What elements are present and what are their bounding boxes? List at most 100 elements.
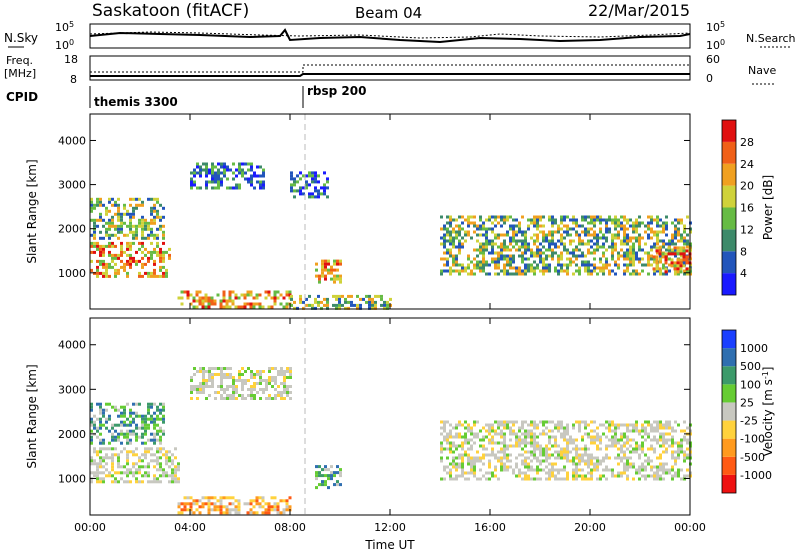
colorbar-tick-label: 500	[740, 360, 761, 373]
station-title: Saskatoon (fitACF)	[92, 1, 249, 21]
colorbar-tick-label: 20	[740, 180, 754, 193]
freq-right-top: 60	[706, 53, 720, 66]
colorbar-tick-label: -1000	[740, 469, 772, 482]
noise-left-top: 105	[55, 20, 74, 34]
noise-right-top: 105	[706, 20, 725, 34]
x-tick-label: 00:00	[674, 521, 706, 534]
colorbar-title: Velocity [m s-1]	[761, 367, 775, 457]
colorbar-tick-label: 100	[740, 378, 761, 391]
echo-region-8	[652, 246, 692, 274]
y-tick-label: 2000	[58, 428, 86, 441]
colorbar-segment	[722, 251, 736, 274]
nave-label: Nave	[748, 64, 776, 77]
freq-left-bottom: 8	[70, 73, 77, 86]
colorbar-tick-label: -25	[740, 415, 758, 428]
echo-region-3	[190, 162, 265, 190]
x-tick-label: 00:00	[74, 521, 106, 534]
x-tick-label: 12:00	[374, 521, 406, 534]
date-title: 22/Mar/2015	[588, 1, 690, 20]
x-tick-label: 16:00	[474, 521, 506, 534]
y-tick-label: 4000	[58, 134, 86, 147]
y-tick-label: 1000	[58, 267, 86, 280]
colorbar-tick-label: -100	[740, 433, 765, 446]
echo-region-6	[315, 259, 342, 284]
colorbar-segment	[722, 402, 736, 421]
noise-sky-line	[89, 28, 691, 44]
noise-left-bottom: 100	[55, 38, 74, 52]
y-tick-label: 1000	[58, 472, 86, 485]
colorbar-tick-label: 8	[740, 245, 747, 258]
cpid-panel: CPID themis 3300 rbsp 200	[6, 84, 366, 109]
colorbar-tick-label: 24	[740, 158, 754, 171]
echo-region-2	[90, 402, 165, 445]
echo-region-5	[290, 294, 392, 310]
colorbar-segment	[722, 141, 736, 164]
freq-left-label-2: [MHz]	[4, 67, 36, 80]
colorbar: 1000 500 100 25 -25 -100 -500 -1000	[721, 329, 772, 494]
heatmap-panel-2: 1000 2000 3000 4000 00:00 04:00 08:00 12:00 16:0…	[25, 317, 775, 534]
freq-left-top: 18	[64, 53, 78, 66]
colorbar-segment	[722, 366, 736, 385]
freq-panel: Freq. [MHz] 18 8 60 0 Nave	[4, 53, 776, 86]
colorbar-segment	[722, 348, 736, 367]
echo-region-1	[90, 447, 180, 484]
colorbar: 4 8 12 16 20 24 28	[721, 119, 754, 296]
colorbar-tick-label: -500	[740, 451, 765, 464]
colorbar-tick-label: 28	[740, 136, 754, 149]
x-tick-label: 08:00	[274, 521, 306, 534]
colorbar-segment	[722, 474, 736, 493]
y-tick-label: 2000	[58, 223, 86, 236]
echo-region-1	[90, 241, 171, 278]
colorbar-tick-label: 12	[740, 223, 754, 236]
x-axis-title: Time UT	[364, 538, 415, 552]
x-tick-label: 04:00	[174, 521, 206, 534]
freq-line	[90, 73, 690, 77]
colorbar-segment	[722, 273, 736, 295]
colorbar-tick-label: 16	[740, 202, 754, 215]
colorbar-segment	[722, 207, 736, 230]
cpid-mode-1: themis 3300	[94, 95, 178, 109]
colorbar-tick-label: 4	[740, 267, 747, 280]
colorbar-segment	[722, 229, 736, 252]
cpid-label: CPID	[6, 90, 38, 104]
cpid-mode-2: rbsp 200	[307, 84, 366, 98]
y-tick-label: 3000	[58, 179, 86, 192]
noise-right-label: N.Search	[746, 32, 796, 45]
colorbar-segment	[722, 456, 736, 475]
colorbar-segment	[722, 384, 736, 403]
colorbar-segment	[722, 420, 736, 439]
freq-left-label-1: Freq.	[6, 54, 33, 67]
colorbar-tick-label: 25	[740, 396, 754, 409]
nave-line	[90, 64, 690, 73]
y-tick-label: 4000	[58, 339, 86, 352]
echo-region-2	[90, 197, 165, 240]
colorbar-tick-label: 1000	[740, 342, 768, 355]
echo-cells	[90, 162, 692, 310]
freq-right-bottom: 0	[706, 72, 713, 85]
colorbar-title: Power [dB]	[761, 175, 775, 240]
echo-region-5	[440, 420, 692, 481]
y-tick-label: 3000	[58, 383, 86, 396]
plot-area	[90, 318, 690, 515]
colorbar-segment	[722, 163, 736, 186]
colorbar-segment	[722, 330, 736, 349]
colorbar-segment	[722, 120, 736, 142]
echo-region-3	[190, 367, 292, 400]
plot-area	[90, 114, 690, 309]
echo-region-4	[177, 496, 292, 515]
beam-title: Beam 04	[355, 4, 422, 22]
noise-left-label: N.Sky	[4, 31, 38, 45]
y-axis-title: Slant Range [km]	[25, 159, 39, 263]
echo-region-7	[440, 215, 692, 276]
noise-panel: N.Sky 105 100 105 100 N.Search	[4, 20, 796, 52]
colorbar-segment	[722, 185, 736, 208]
echo-region-9	[290, 171, 329, 199]
noise-right-bottom: 100	[706, 38, 725, 52]
echo-region-6	[315, 465, 342, 490]
colorbar-segment	[722, 438, 736, 457]
echo-cells	[90, 367, 692, 515]
heatmap-panel-1: 1000 2000 3000 4000 Slant Range [km] 4 8 12 16 20…	[25, 113, 775, 310]
y-axis-title: Slant Range [km]	[25, 364, 39, 468]
x-tick-label: 20:00	[574, 521, 606, 534]
